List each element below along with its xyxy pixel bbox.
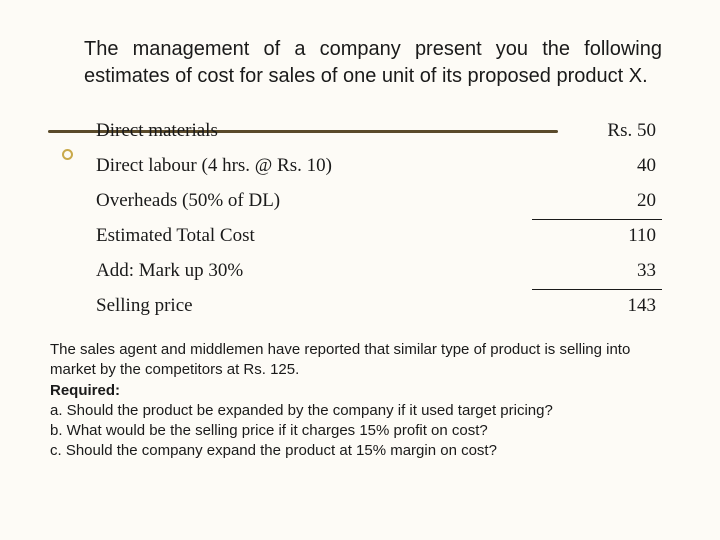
cost-label: Direct materials	[96, 120, 572, 142]
table-row: Selling price 143	[96, 289, 662, 324]
cost-label: Estimated Total Cost	[96, 225, 572, 247]
bottom-paragraph: The sales agent and middlemen have repor…	[50, 340, 662, 462]
title-block: The management of a company present you …	[84, 36, 662, 90]
table-row: Overheads (50% of DL) 20	[96, 184, 662, 219]
slide-title: The management of a company present you …	[84, 36, 662, 90]
table-row: Direct labour (4 hrs. @ Rs. 10) 40	[96, 149, 662, 184]
cost-value: 110	[572, 225, 662, 247]
cost-value: 40	[572, 155, 662, 177]
required-label: Required:	[50, 382, 120, 399]
question-b: b. What would be the selling price if it…	[50, 422, 488, 439]
cost-value: Rs. 50	[572, 120, 662, 142]
table-row: Estimated Total Cost 110	[96, 219, 662, 254]
bullet-circle-icon	[62, 149, 73, 160]
cost-value: 20	[572, 190, 662, 212]
question-a: a. Should the product be expanded by the…	[50, 402, 553, 419]
cost-label: Direct labour (4 hrs. @ Rs. 10)	[96, 155, 572, 177]
table-row: Add: Mark up 30% 33	[96, 254, 662, 289]
cost-label: Selling price	[96, 295, 572, 317]
cost-label: Add: Mark up 30%	[96, 260, 572, 282]
bottom-intro: The sales agent and middlemen have repor…	[50, 341, 630, 378]
cost-table: Direct materials Rs. 50 Direct labour (4…	[96, 114, 662, 324]
slide: The management of a company present you …	[0, 0, 720, 540]
table-row: Direct materials Rs. 50	[96, 114, 662, 149]
cost-value: 33	[572, 260, 662, 282]
cost-value: 143	[572, 295, 662, 317]
question-c: c. Should the company expand the product…	[50, 442, 497, 459]
cost-label: Overheads (50% of DL)	[96, 190, 572, 212]
